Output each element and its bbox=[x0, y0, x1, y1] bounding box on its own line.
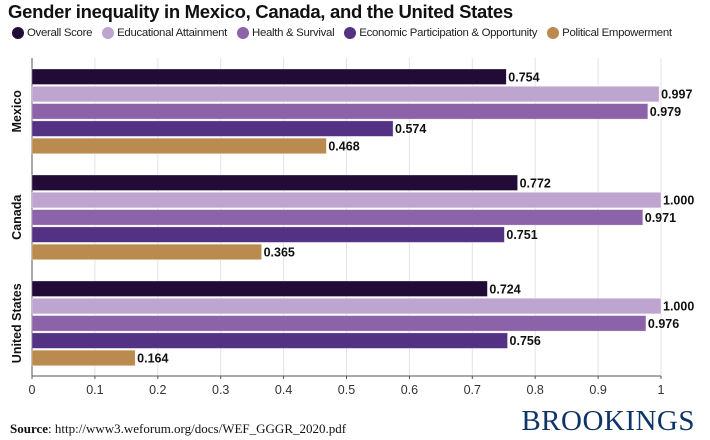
legend-item-overall-score: Overall Score bbox=[12, 27, 92, 39]
bar-united-states-2 bbox=[31, 297, 662, 315]
data-label: 0.756 bbox=[510, 334, 541, 348]
legend-label: Economic Participation & Opportunity bbox=[359, 27, 538, 39]
bar-mexico-2 bbox=[31, 86, 660, 103]
x-tick-label: 0.2 bbox=[149, 383, 166, 397]
source-url: : http://www3.weforum.org/docs/WEF_GGGR_… bbox=[48, 421, 347, 436]
x-tick-label: 0.7 bbox=[464, 383, 481, 397]
legend-swatch bbox=[547, 27, 560, 39]
x-tick-label: 0.9 bbox=[589, 383, 606, 397]
legend-label: Overall Score bbox=[27, 27, 93, 39]
bar-mexico-3 bbox=[31, 103, 649, 120]
data-label: 0.772 bbox=[520, 176, 551, 190]
x-tick-label: 0.1 bbox=[86, 383, 103, 397]
data-label: 1.000 bbox=[663, 300, 694, 314]
x-tick-label: 0.4 bbox=[275, 383, 292, 397]
data-label: 0.997 bbox=[661, 88, 692, 102]
legend-item-economic-participation: Economic Participation & Opportunity bbox=[344, 27, 537, 39]
bar-canada-3 bbox=[31, 209, 644, 226]
bar-united-states-4 bbox=[31, 332, 508, 349]
category-label: United States bbox=[10, 283, 24, 363]
bar-canada-1 bbox=[31, 174, 518, 191]
legend-swatch bbox=[12, 27, 24, 39]
chart-title: Gender inequality in Mexico, Canada, and… bbox=[8, 1, 513, 22]
category-label: Mexico bbox=[10, 90, 24, 133]
x-tick-label: 0 bbox=[29, 383, 36, 397]
brookings-logo: BROOKINGS bbox=[521, 405, 695, 437]
bar-canada-4 bbox=[31, 226, 505, 243]
legend-label: Educational Attainment bbox=[117, 27, 228, 39]
bar-canada-5 bbox=[31, 243, 262, 260]
legend-label: Political Empowerment bbox=[562, 27, 672, 39]
legend-swatch bbox=[344, 27, 357, 39]
category-label: Canada bbox=[10, 194, 24, 240]
data-label: 0.724 bbox=[489, 282, 520, 296]
data-label: 0.751 bbox=[506, 228, 537, 242]
data-label: 1.000 bbox=[663, 194, 694, 208]
bar-mexico-5 bbox=[31, 137, 327, 154]
legend-item-educational-attainment: Educational Attainment bbox=[102, 27, 227, 39]
data-label: 0.979 bbox=[650, 105, 681, 119]
source-label: Source bbox=[10, 421, 49, 436]
legend-swatch bbox=[237, 27, 250, 39]
data-label: 0.365 bbox=[264, 245, 295, 259]
legend-label: Health & Survival bbox=[252, 27, 335, 39]
bar-mexico-4 bbox=[31, 120, 394, 137]
x-tick-label: 0.3 bbox=[212, 383, 229, 397]
x-tick-label: 0.6 bbox=[401, 383, 418, 397]
bar-mexico-1 bbox=[31, 68, 507, 85]
legend-item-health-survival: Health & Survival bbox=[237, 27, 335, 39]
legend: Overall Score Educational Attainment Hea… bbox=[12, 27, 682, 39]
data-label: 0.971 bbox=[645, 211, 676, 225]
legend-item-political-empowerment: Political Empowerment bbox=[547, 27, 672, 39]
bar-united-states-5 bbox=[31, 349, 136, 367]
bar-united-states-1 bbox=[31, 280, 488, 297]
legend-swatch bbox=[102, 27, 115, 39]
data-label: 0.574 bbox=[395, 122, 426, 136]
bar-canada-2 bbox=[31, 192, 662, 209]
source-note: Source: http://www3.weforum.org/docs/WEF… bbox=[10, 421, 346, 437]
data-label: 0.754 bbox=[508, 70, 539, 84]
data-label: 0.976 bbox=[648, 317, 679, 331]
x-tick-label: 0.8 bbox=[527, 383, 544, 397]
data-label: 0.164 bbox=[137, 351, 168, 365]
x-tick-label: 0.5 bbox=[338, 383, 355, 397]
bar-united-states-3 bbox=[31, 315, 647, 332]
data-label: 0.468 bbox=[328, 139, 359, 153]
x-tick-label: 1 bbox=[658, 383, 665, 397]
